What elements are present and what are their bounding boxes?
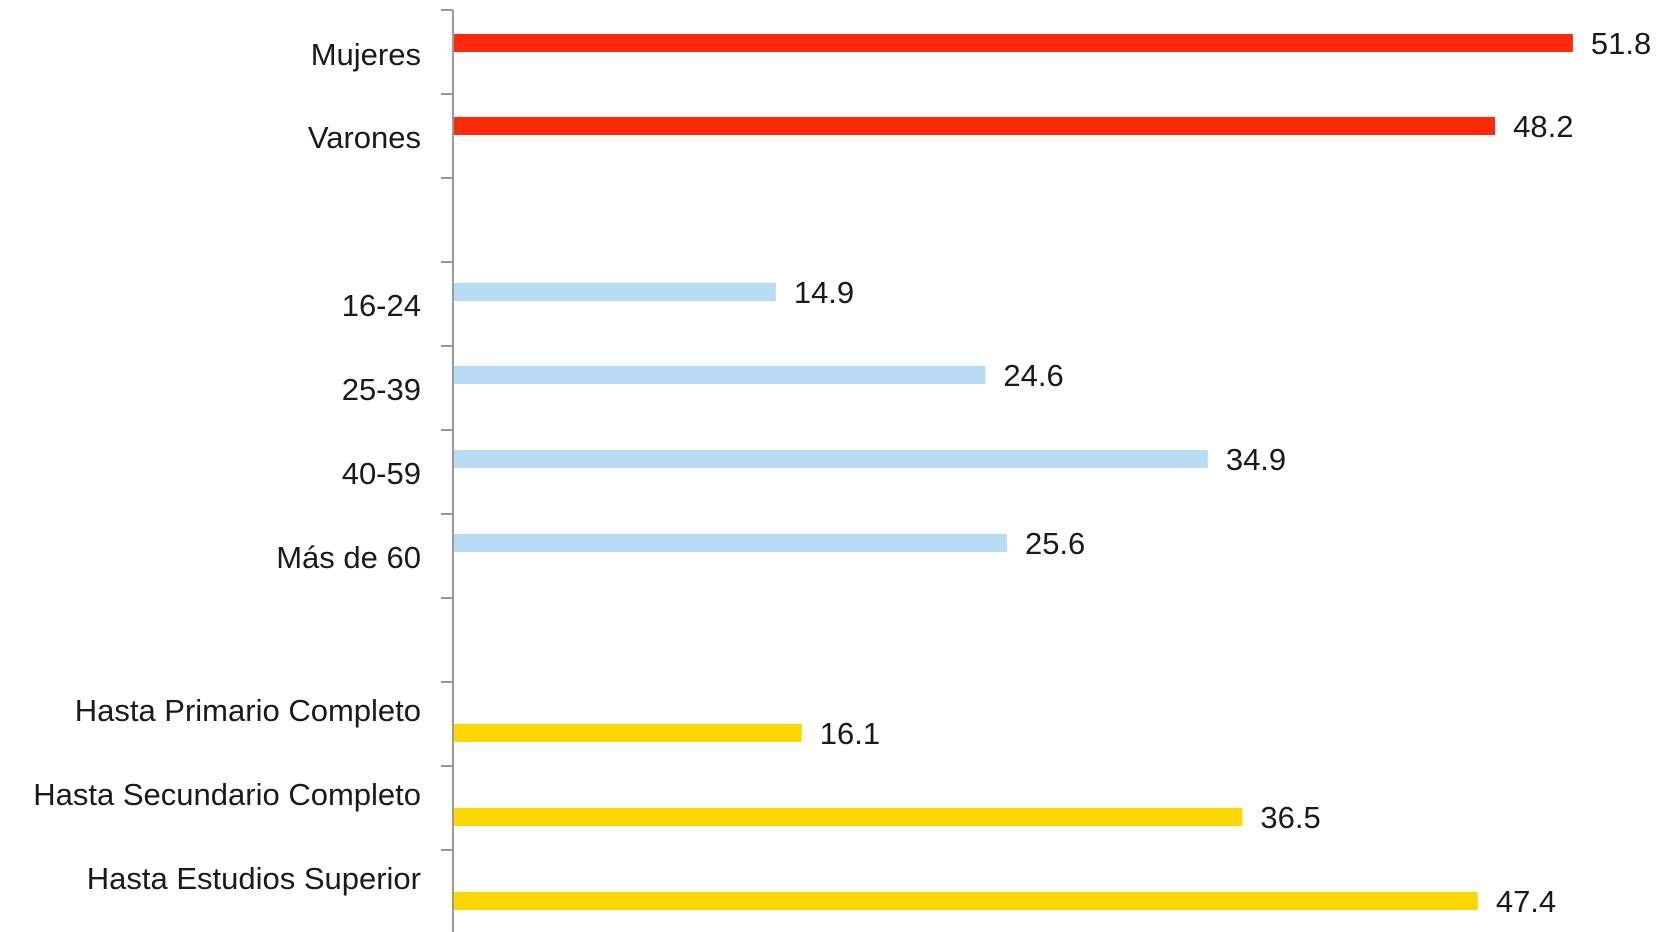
category-labels: Mujeres Varones 16-24 25-39 40-59 Más de 60 Ha… [33, 37, 421, 896]
category-label: Hasta Primario Completo [75, 693, 421, 728]
category-label: Más de 60 [276, 540, 421, 575]
category-label: 25-39 [342, 372, 421, 407]
bar [454, 534, 1007, 552]
bar [454, 724, 802, 742]
bar [454, 892, 1478, 910]
bar [454, 366, 986, 384]
data-label: 34.9 [1226, 442, 1286, 477]
category-label: Hasta Estudios Superior [87, 861, 421, 896]
category-label: Hasta Secundario Completo [33, 777, 421, 812]
data-label: 48.2 [1513, 109, 1573, 144]
bar [454, 117, 1496, 135]
data-label: 16.1 [820, 716, 880, 751]
y-axis-ticks [441, 9, 453, 851]
data-label: 14.9 [794, 275, 854, 310]
category-label: 16-24 [342, 288, 421, 323]
bar [454, 808, 1243, 826]
bars-group [454, 34, 1573, 910]
bar [454, 34, 1573, 52]
bar [454, 450, 1208, 468]
bar [454, 283, 776, 301]
value-labels: 51.8 48.2 14.9 24.6 34.9 25.6 16.1 36.5 47.4 [794, 26, 1651, 919]
category-label: 40-59 [342, 456, 421, 491]
category-label: Mujeres [311, 37, 421, 72]
data-label: 36.5 [1260, 800, 1320, 835]
data-label: 47.4 [1496, 884, 1556, 919]
data-label: 24.6 [1003, 358, 1063, 393]
data-label: 51.8 [1591, 26, 1651, 61]
data-label: 25.6 [1025, 526, 1085, 561]
category-label: Varones [308, 120, 421, 155]
